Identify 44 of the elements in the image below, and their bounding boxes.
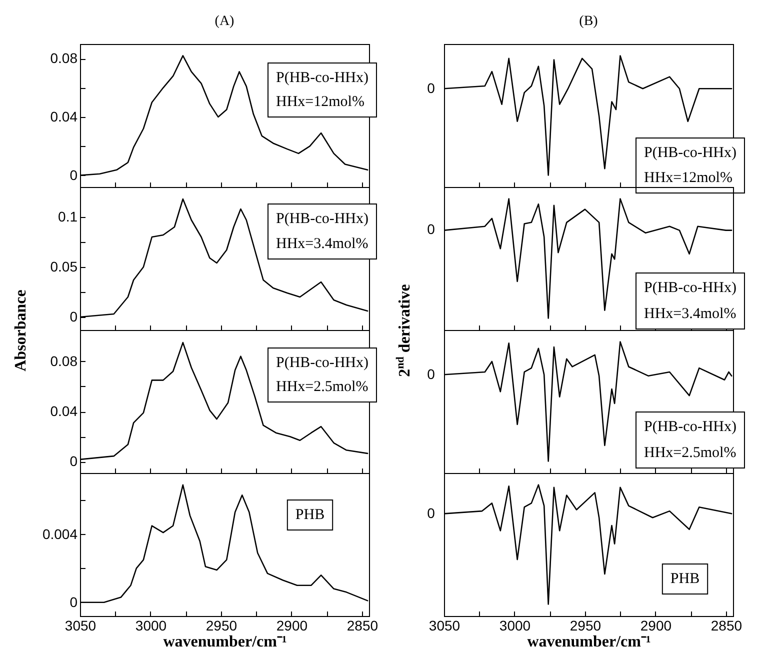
annotation: HHx=2.5mol% (276, 379, 368, 395)
chart-title: (B) (579, 14, 598, 29)
y-tick-label: 0.05 (50, 258, 78, 274)
y-tick-label: 0.04 (50, 403, 78, 420)
y-tick-label: 0.1 (58, 208, 78, 224)
x-tick-label: 2900 (276, 618, 308, 634)
x-tick-label: 3050 (428, 618, 460, 634)
x-tick-label: 2850 (346, 618, 378, 634)
annotation: P(HB-co-HHx) (276, 70, 368, 86)
annotation: HHx=12mol% (276, 94, 364, 110)
y-tick-label: 0 (70, 453, 78, 470)
x-tick-label: 2900 (640, 618, 672, 634)
x-tick-label: 3000 (135, 618, 167, 634)
annotation: P(HB-co-HHx) (276, 211, 368, 227)
annotation: P(HB-co-HHx) (644, 419, 736, 435)
annotation: P(HB-co-HHx) (644, 145, 736, 161)
text: 0 (427, 80, 436, 96)
text: 0 (427, 505, 436, 521)
chart-title: (A) (214, 14, 235, 29)
text: 0 (427, 221, 436, 237)
annotation: HHx=3.4mol% (276, 236, 368, 252)
y-tick-label: 0 (70, 308, 78, 324)
y-tick-label: 0 (70, 166, 78, 183)
x-tick-label: 2850 (710, 618, 742, 634)
y-tick-label: 0.04 (50, 108, 78, 124)
x-tick-label: 3000 (499, 618, 531, 634)
x-axis-title: wavenumber/cm⁻¹ (527, 634, 651, 649)
annotation: HHx=2.5mol% (644, 445, 736, 461)
y-tick-label: 0.08 (50, 50, 78, 66)
annotation: PHB (670, 571, 700, 587)
x-tick-label: 2950 (206, 618, 238, 634)
x-axis-title: wavenumber/cm⁻¹ (163, 634, 287, 649)
y-tick-label: 0.08 (50, 352, 78, 369)
annotation: P(HB-co-HHx) (644, 280, 736, 296)
y-axis-title: Absorbance (12, 290, 30, 372)
x-tick-label: 2950 (570, 618, 602, 634)
text: 0 (427, 366, 436, 382)
annotation: HHx=12mol% (644, 170, 732, 186)
annotation: PHB (295, 507, 325, 523)
annotation: P(HB-co-HHx) (276, 355, 368, 371)
y-tick-label: 0.004 (42, 526, 78, 542)
y-tick-label: 0 (70, 594, 78, 610)
x-tick-label: 3050 (64, 618, 96, 634)
annotation: HHx=3.4mol% (644, 306, 736, 322)
